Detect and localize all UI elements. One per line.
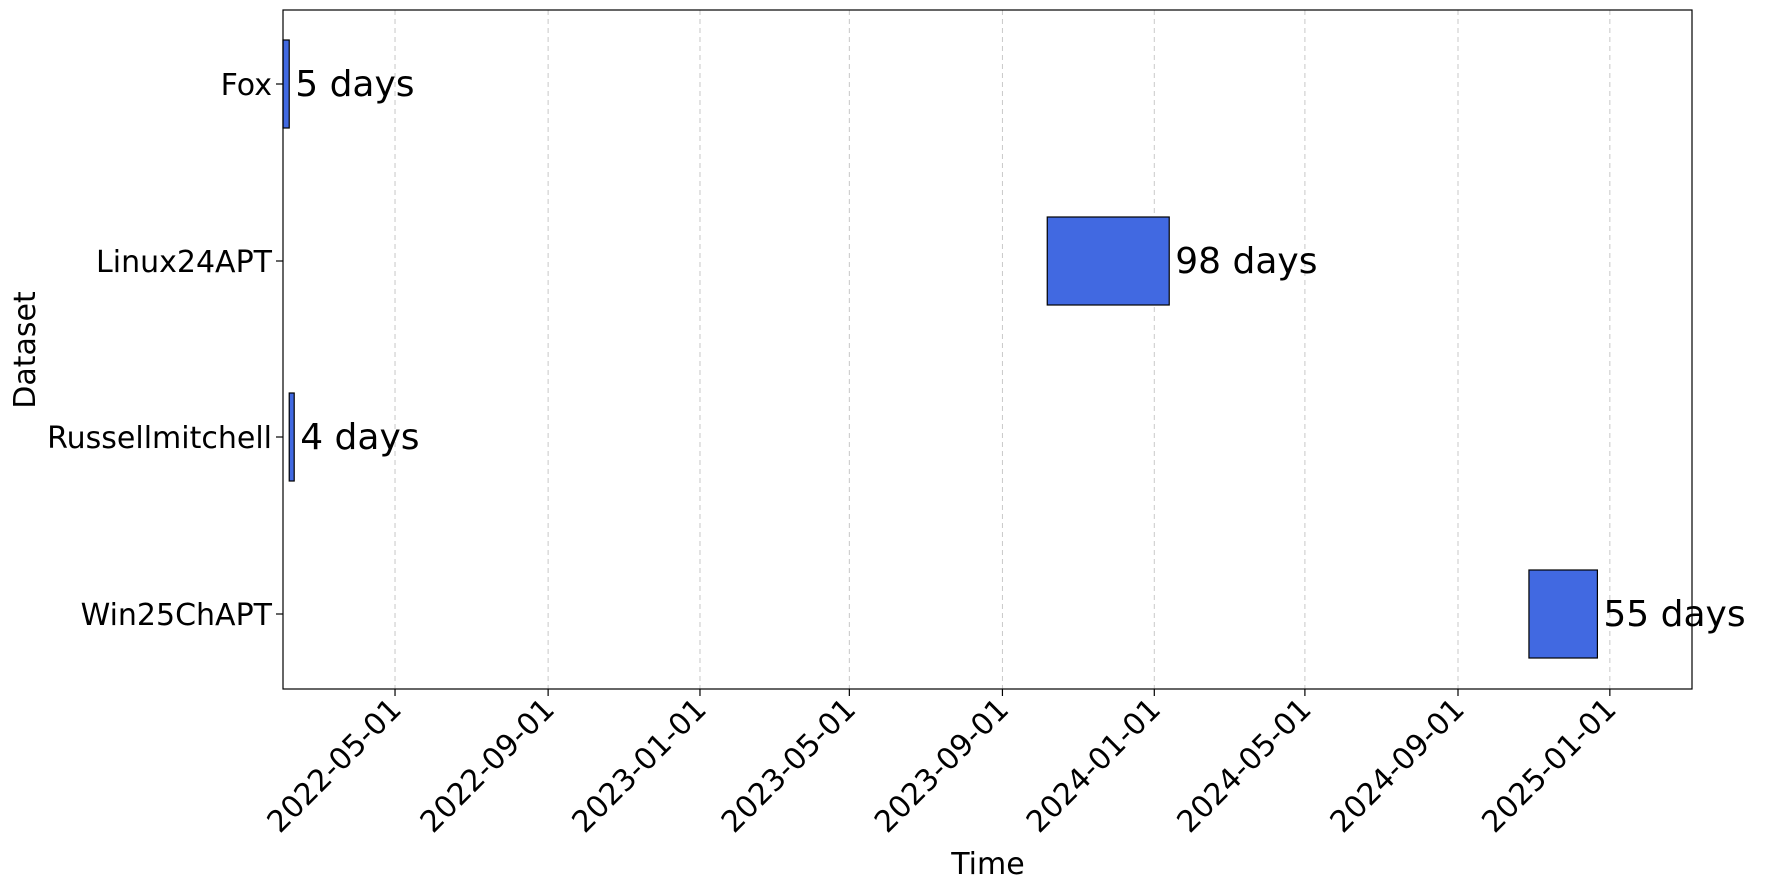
duration-label: 98 days bbox=[1175, 241, 1317, 282]
x-tick-label: 2024-05-01 bbox=[1171, 692, 1319, 840]
y-tick-label: Russellmitchell bbox=[47, 421, 272, 456]
bar-linux24apt bbox=[1046, 216, 1170, 306]
x-tick-label: 2024-01-01 bbox=[1020, 692, 1168, 840]
x-tick-label: 2022-09-01 bbox=[414, 692, 562, 840]
duration-label: 5 days bbox=[295, 64, 414, 105]
y-tick-label: Win25ChAPT bbox=[81, 598, 273, 633]
x-axis-ticks: 2022-05-01 2022-09-01 2023-01-01 2023-05-01… bbox=[261, 689, 1624, 840]
x-tick-label: 2023-01-01 bbox=[566, 692, 714, 840]
x-axis-title: Time bbox=[950, 847, 1024, 882]
y-axis-ticks: Fox Linux24APT Russellmitchell Win25ChAPT bbox=[47, 68, 283, 633]
grid-lines bbox=[394, 10, 1611, 689]
x-tick-label: 2023-05-01 bbox=[715, 692, 863, 840]
x-tick-label: 2022-05-01 bbox=[261, 692, 409, 840]
duration-label: 55 days bbox=[1603, 594, 1745, 635]
y-tick-label: Fox bbox=[221, 68, 272, 103]
bar-fox bbox=[282, 39, 290, 129]
x-tick-label: 2025-01-01 bbox=[1475, 692, 1623, 840]
x-tick-label: 2024-09-01 bbox=[1324, 692, 1472, 840]
bars: 5 days 98 days 4 days 55 days bbox=[282, 39, 1746, 659]
bar-russellmitchell bbox=[288, 392, 295, 482]
x-tick-label: 2023-09-01 bbox=[868, 692, 1016, 840]
bar-win25chapt bbox=[1528, 569, 1599, 659]
duration-label: 4 days bbox=[300, 417, 419, 458]
y-axis-title: Dataset bbox=[8, 291, 43, 409]
plot-frame bbox=[282, 9, 1693, 690]
y-tick-label: Linux24APT bbox=[96, 245, 273, 280]
